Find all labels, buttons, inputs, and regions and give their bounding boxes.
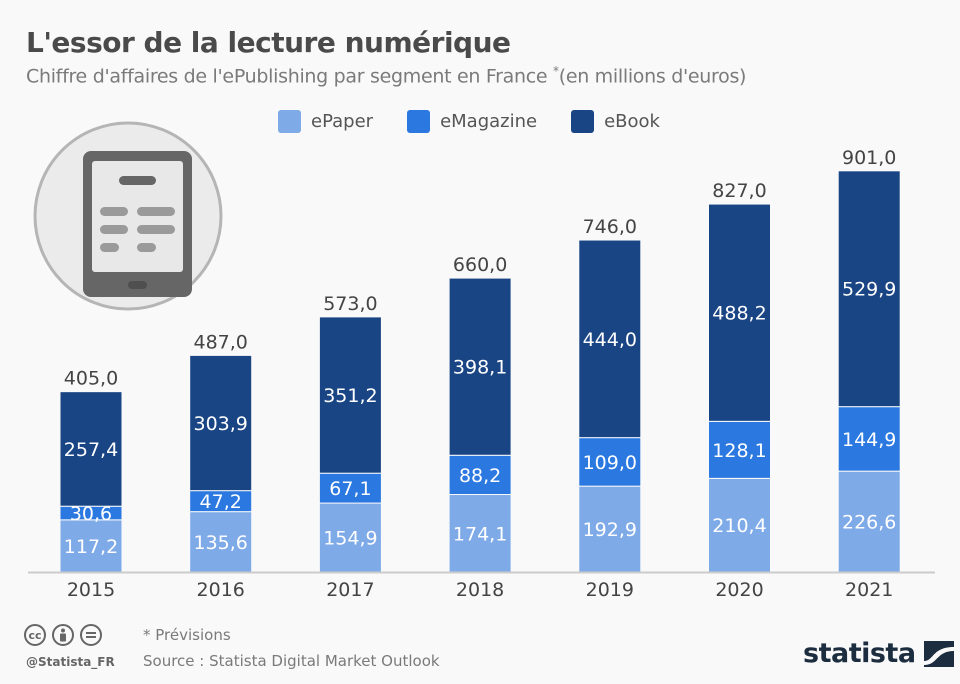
legend-item-ebook: eBook [571,110,660,133]
segment-label-emagazine-2016: 47,2 [200,491,242,513]
segment-label-ebook-2021: 529,9 [842,279,896,301]
bar-segment-epaper-2016 [189,511,253,573]
no-derivatives-icon [80,624,102,646]
segment-label-ebook-2020: 488,2 [712,303,766,325]
statista-logo[interactable]: statista [803,638,954,669]
legend-label-ebook: eBook [604,111,660,132]
bar-segment-emagazine-2017 [318,472,382,504]
bar-segment-ebook-2021 [837,170,901,408]
segment-label-ebook-2019: 444,0 [583,329,637,351]
total-label-2021: 901,0 [842,147,896,169]
segment-label-ebook-2018: 398,1 [453,357,507,379]
source-text: Source : Statista Digital Market Outlook [143,652,440,670]
total-label-2019: 746,0 [583,216,637,238]
x-tick-label-2019: 2019 [586,579,634,601]
bar-segment-epaper-2019 [578,485,642,573]
attribution-icon [52,624,74,646]
segment-label-emagazine-2019: 109,0 [583,452,637,474]
chart-title: L'essor de la lecture numérique [26,26,511,59]
bar-segment-epaper-2021 [837,470,901,573]
bar-segment-epaper-2018 [448,494,512,573]
subtitle-asterisk: * [553,64,559,78]
segment-label-epaper-2021: 226,6 [842,512,896,534]
bar-segment-ebook-2020 [708,203,771,422]
bar-segment-ebook-2015 [59,391,123,507]
total-label-2018: 660,0 [453,254,507,276]
bar-segment-ebook-2017 [318,316,382,474]
subtitle-text: Chiffre d'affaires de l'ePublishing par … [26,65,553,88]
creative-commons-icon: cc [24,624,46,646]
twitter-handle: @Statista_FR [26,655,115,669]
segment-label-epaper-2018: 174,1 [453,523,507,545]
legend-label-emagazine: eMagazine [440,111,538,132]
statista-logo-icon [923,640,954,667]
segment-label-epaper-2016: 135,6 [193,532,247,554]
legend: ePaper eMagazine eBook [278,110,660,133]
x-tick-label-2016: 2016 [197,579,245,601]
legend-swatch-ebook [571,110,595,133]
ebook-reader-icon [33,121,223,315]
total-label-2017: 573,0 [323,293,377,315]
bar-segment-epaper-2017 [318,502,382,573]
legend-label-epaper: ePaper [311,111,374,132]
bar-segment-ebook-2019 [578,239,642,439]
segment-label-ebook-2016: 303,9 [193,413,247,435]
segment-label-epaper-2017: 154,9 [323,528,377,550]
subtitle-unit: (en millions d'euros) [558,65,747,88]
total-label-2016: 487,0 [193,331,247,353]
total-label-2020: 827,0 [712,180,766,202]
segment-label-emagazine-2021: 144,9 [842,429,896,451]
segment-label-ebook-2017: 351,2 [323,385,377,407]
bar-segment-ebook-2018 [448,277,512,456]
bar-segment-emagazine-2018 [448,454,512,496]
bar-segment-ebook-2016 [189,354,253,492]
x-tick-label-2018: 2018 [456,579,504,601]
x-tick-label-2015: 2015 [67,579,115,601]
segment-label-ebook-2015: 257,4 [64,439,118,461]
segment-label-emagazine-2017: 67,1 [329,478,371,500]
segment-label-emagazine-2018: 88,2 [459,465,501,487]
bar-segment-emagazine-2020 [708,420,771,479]
segment-label-epaper-2015: 117,2 [64,536,118,558]
legend-item-epaper: ePaper [278,110,373,133]
segment-label-epaper-2020: 210,4 [712,515,766,537]
license-icons: cc [24,624,102,646]
segment-label-epaper-2019: 192,9 [583,519,637,541]
legend-swatch-emagazine [407,110,431,133]
x-tick-label-2017: 2017 [326,579,374,601]
x-tick-label-2021: 2021 [845,579,893,601]
legend-swatch-epaper [278,110,301,133]
legend-item-emagazine: eMagazine [407,110,537,133]
brand-text: statista [803,638,916,669]
bar-segment-epaper-2015 [59,519,123,573]
total-label-2015: 405,0 [64,368,118,390]
segment-label-emagazine-2020: 128,1 [712,440,766,462]
x-tick-label-2020: 2020 [715,579,763,601]
bar-segment-emagazine-2019 [578,437,642,487]
segment-label-emagazine-2015: 30,6 [70,503,112,525]
chart-subtitle: Chiffre d'affaires de l'ePublishing par … [26,64,746,87]
bar-segment-emagazine-2021 [837,406,901,472]
forecast-note: * Prévisions [143,626,231,644]
